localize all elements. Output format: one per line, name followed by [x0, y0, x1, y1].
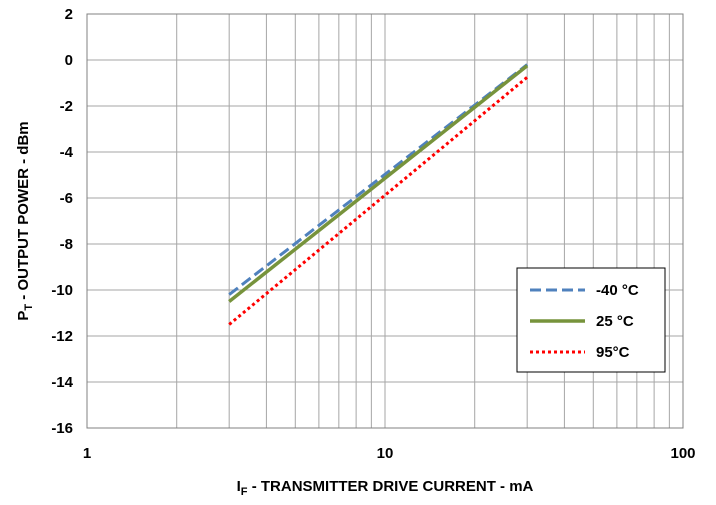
- y-tick-label: 2: [65, 6, 73, 23]
- legend-label-1: -40 °C: [596, 282, 639, 299]
- plot-border: [86, 13, 684, 429]
- y-tick-label: -4: [60, 144, 74, 161]
- y-tick-label: 0: [65, 52, 73, 69]
- legend-items: -40 °C 25 °C 95°C: [530, 282, 639, 361]
- legend-label-2: 25 °C: [596, 313, 634, 330]
- x-tick-labels: 1 10 100: [83, 445, 696, 462]
- x-tick-label: 100: [670, 445, 695, 462]
- y-axis-title: PT - OUTPUT POWER - dBm: [15, 121, 35, 320]
- x-axis-title-sub: F: [241, 486, 248, 498]
- y-tick-labels: 2 0 -2 -4 -6 -8 -10 -12 -14 -16: [51, 6, 73, 437]
- x-tick-label: 10: [377, 445, 394, 462]
- y-tick-label: -2: [60, 98, 73, 115]
- series-line-2: [228, 64, 529, 303]
- x-axis-title: IF - TRANSMITTER DRIVE CURRENT - mA: [237, 478, 534, 498]
- y-tick-label: -6: [60, 190, 73, 207]
- y-tick-label: -16: [51, 420, 73, 437]
- y-tick-label: -10: [51, 282, 73, 299]
- legend-label-3: 95°C: [596, 344, 630, 361]
- x-axis-title-main: I: [237, 478, 241, 495]
- y-axis-title-rest: - OUTPUT POWER - dBm: [15, 121, 32, 304]
- legend: -40 °C 25 °C 95°C: [516, 267, 666, 373]
- y-tick-label: -12: [51, 328, 73, 345]
- y-axis-title-main: P: [15, 311, 32, 321]
- y-tick-label: -14: [51, 374, 73, 391]
- y-tick-label: -8: [60, 236, 73, 253]
- y-axis-title-sub: T: [23, 304, 35, 311]
- series-layer: [228, 63, 529, 326]
- series-line-3: [228, 76, 529, 326]
- x-tick-label: 1: [83, 445, 91, 462]
- x-axis-title-rest: - TRANSMITTER DRIVE CURRENT - mA: [248, 478, 534, 495]
